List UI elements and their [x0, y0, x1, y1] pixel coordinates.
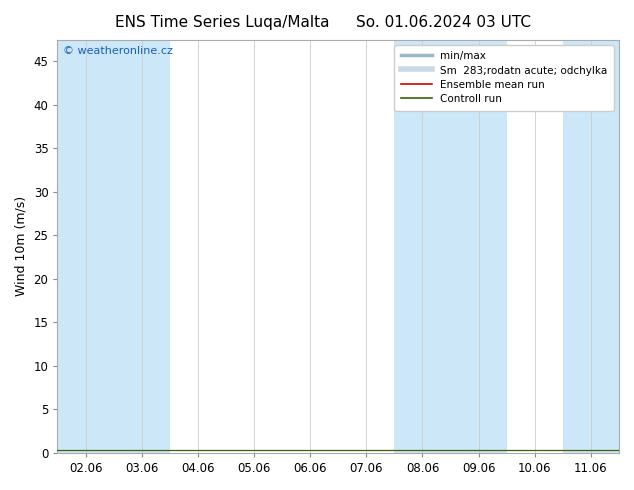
- Y-axis label: Wind 10m (m/s): Wind 10m (m/s): [15, 196, 28, 296]
- Bar: [58, 40, 113, 453]
- Bar: [113, 40, 170, 453]
- Bar: [451, 40, 507, 453]
- Bar: [563, 40, 619, 453]
- Legend: min/max, Sm  283;rodatn acute; odchylka, Ensemble mean run, Controll run: min/max, Sm 283;rodatn acute; odchylka, …: [394, 45, 614, 111]
- Text: So. 01.06.2024 03 UTC: So. 01.06.2024 03 UTC: [356, 15, 531, 30]
- Text: © weatheronline.cz: © weatheronline.cz: [63, 46, 173, 56]
- Bar: [394, 40, 451, 453]
- Text: ENS Time Series Luqa/Malta: ENS Time Series Luqa/Malta: [115, 15, 329, 30]
